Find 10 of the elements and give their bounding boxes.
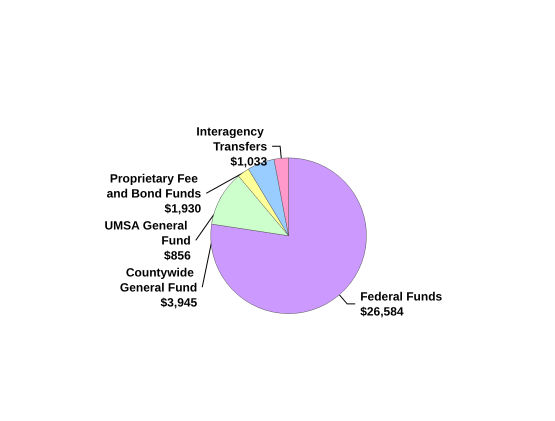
data-label: $1,930 xyxy=(164,201,202,216)
data-label: $1,033 xyxy=(230,154,268,168)
data-label: $26,584 xyxy=(360,304,404,318)
slice-label: UMSA General Fund xyxy=(104,218,191,248)
slice-label: Federal Funds xyxy=(360,289,443,304)
data-label: $856 xyxy=(164,248,192,262)
slice-label: Interagency Transfers xyxy=(196,124,268,154)
slice-label: Proprietary Fee and Bond Funds xyxy=(106,171,202,200)
slice-label: Countywide General Fund xyxy=(120,265,198,294)
data-label: $3,945 xyxy=(160,295,198,310)
